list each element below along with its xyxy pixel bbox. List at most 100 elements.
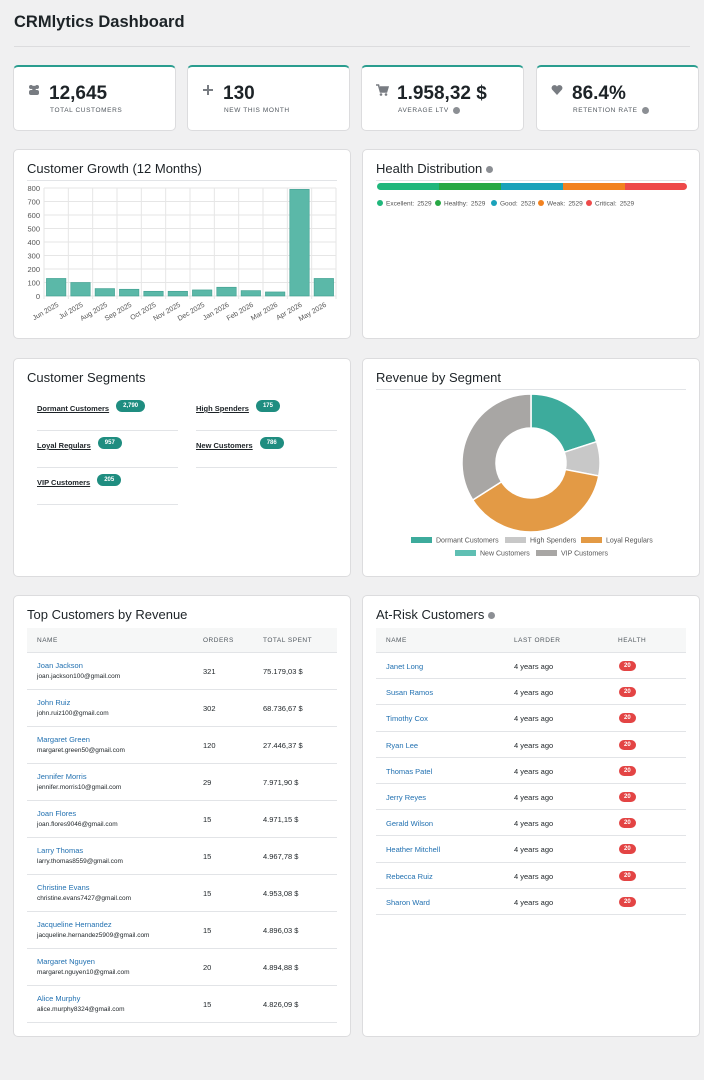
legend-name: Healthy: [444, 201, 467, 208]
total-spent: 27.446,37 $: [263, 741, 303, 750]
page-title: CRMlytics Dashboard: [14, 13, 185, 31]
bar: [216, 286, 237, 297]
segment-link[interactable]: Dormant Customers: [37, 404, 110, 413]
customer-name[interactable]: Larry Thomas: [37, 846, 84, 855]
panel-title: Customer Segments: [27, 370, 146, 385]
total-spent: 4.894,88 $: [263, 963, 299, 972]
y-tick-label: 700: [27, 198, 40, 207]
bar: [167, 290, 188, 297]
last-order: 4 years ago: [514, 897, 554, 907]
icon-heart: [551, 85, 563, 95]
info-icon[interactable]: [452, 107, 460, 114]
legend-label: High Spenders: [530, 538, 577, 545]
customer-name[interactable]: Rebecca Ruiz: [386, 871, 433, 881]
customer-name[interactable]: Joan Flores: [37, 809, 77, 818]
icon-cart: [376, 84, 389, 96]
customer-name[interactable]: Janet Long: [386, 662, 424, 671]
order-count: 20: [203, 963, 212, 972]
bar-segment: [563, 183, 625, 190]
legend-label: Dormant Customers: [436, 538, 499, 545]
legend-label: New Customers: [480, 551, 530, 558]
legend-marker: [435, 200, 441, 206]
table-row: Christine Evans christine.evans7427@gmail…: [27, 875, 337, 912]
customer-name[interactable]: Margaret Nguyen: [37, 957, 95, 966]
last-order: 4 years ago: [514, 688, 554, 698]
panel-title-text: Health Distribution: [376, 161, 483, 176]
legend-separator: :: [466, 201, 468, 208]
customer-name[interactable]: Joan Jackson: [37, 661, 83, 670]
order-count: 120: [203, 741, 216, 750]
stacked-bar: [377, 183, 687, 190]
y-tick-label: 600: [27, 211, 40, 220]
table-row: Sharon Ward 4 years ago 20: [376, 889, 686, 915]
table-row: Margaret Nguyen margaret.nguyen10@gmail.c…: [27, 949, 337, 986]
total-spent: 4.953,08 $: [263, 889, 299, 898]
total-spent: 4.826,09 $: [263, 1000, 299, 1009]
customer-name[interactable]: Jacqueline Hernandez: [37, 920, 112, 929]
legend-marker: [538, 200, 544, 206]
health-badge: 20: [619, 765, 636, 776]
kpi-card: 12,645 TOTAL CUSTOMERS: [13, 65, 176, 131]
x-tick-label: Jun 2025: [32, 302, 61, 323]
customer-email: margaret.nguyen10@gmail.com: [37, 969, 130, 976]
column-header: TOTAL SPENT: [263, 637, 313, 644]
legend-value: 2529: [471, 201, 486, 208]
info-icon[interactable]: [641, 107, 649, 114]
legend-marker: [377, 200, 383, 206]
customer-name[interactable]: Jerry Reyes: [386, 793, 427, 802]
legend-marker: [491, 200, 497, 206]
table-header: NAME LAST ORDER HEALTH: [376, 628, 686, 653]
health-badge: 20: [619, 818, 636, 829]
column-header: LAST ORDER: [514, 637, 561, 644]
table-row: Susan Ramos 4 years ago 20: [376, 679, 686, 706]
column-header: NAME: [386, 637, 407, 644]
customer-name[interactable]: Ryan Lee: [386, 740, 419, 750]
customer-name[interactable]: Alice Murphy: [37, 994, 81, 1003]
info-icon[interactable]: [488, 612, 496, 620]
customer-name[interactable]: Timothy Cox: [386, 714, 428, 724]
legend-name: Excellent: [386, 201, 413, 208]
revenue-chart: Dormant Customers High Spenders Loyal Regu…: [411, 393, 653, 558]
segment-link[interactable]: High Spenders: [196, 404, 249, 413]
customer-name[interactable]: Gerald Wilson: [386, 819, 434, 829]
column-header: ORDERS: [203, 637, 234, 644]
customer-name[interactable]: Susan Ramos: [386, 688, 434, 698]
customer-name[interactable]: Heather Mitchell: [386, 845, 441, 855]
customer-name[interactable]: Sharon Ward: [386, 897, 430, 907]
kpi-value: 12,645: [49, 83, 108, 104]
info-icon[interactable]: [486, 166, 494, 174]
order-count: 15: [203, 1000, 212, 1009]
order-count: 15: [203, 889, 212, 898]
kpi-label-text: AVERAGE LTV: [398, 107, 449, 115]
customer-name[interactable]: John Ruiz: [37, 698, 71, 707]
last-order: 4 years ago: [514, 714, 554, 724]
kpi-card: 130 NEW THIS MONTH: [187, 65, 350, 131]
health-badge: 20: [619, 713, 636, 724]
segment-item: VIP Customers 205: [37, 474, 178, 505]
x-tick-label: Mar 2026: [250, 302, 279, 323]
table-row: Ryan Lee 4 years ago 20: [376, 732, 686, 758]
kpi-card: 1.958,32 $ AVERAGE LTV: [361, 65, 524, 131]
segment-count: 175: [255, 400, 280, 412]
order-count: 15: [203, 815, 212, 824]
legend-swatch: [455, 550, 476, 556]
legend-name: Critical: [595, 201, 615, 208]
legend-text: Good: 2529: [500, 201, 536, 208]
legend-separator: :: [516, 201, 518, 208]
y-tick-label: 0: [36, 292, 40, 301]
segment-link[interactable]: New Customers: [196, 441, 253, 450]
segment-link[interactable]: VIP Customers: [37, 478, 91, 487]
health-badge: 20: [619, 870, 636, 881]
legend-separator: :: [564, 201, 566, 208]
customer-name[interactable]: Jennifer Morris: [37, 772, 87, 781]
health-badge: 20: [619, 792, 636, 802]
panel-title: Health Distribution: [376, 161, 686, 181]
customer-email: jennifer.morris10@gmail.com: [37, 784, 122, 791]
legend-text: Excellent: 2529: [386, 201, 432, 208]
legend-text: Weak: 2529: [547, 201, 583, 208]
segment-link[interactable]: Loyal Regulars: [37, 441, 91, 450]
customer-name[interactable]: Margaret Green: [37, 735, 90, 744]
panel-title: Top Customers by Revenue: [27, 607, 188, 622]
customer-name[interactable]: Christine Evans: [37, 883, 90, 892]
customer-name[interactable]: Thomas Patel: [386, 766, 433, 776]
